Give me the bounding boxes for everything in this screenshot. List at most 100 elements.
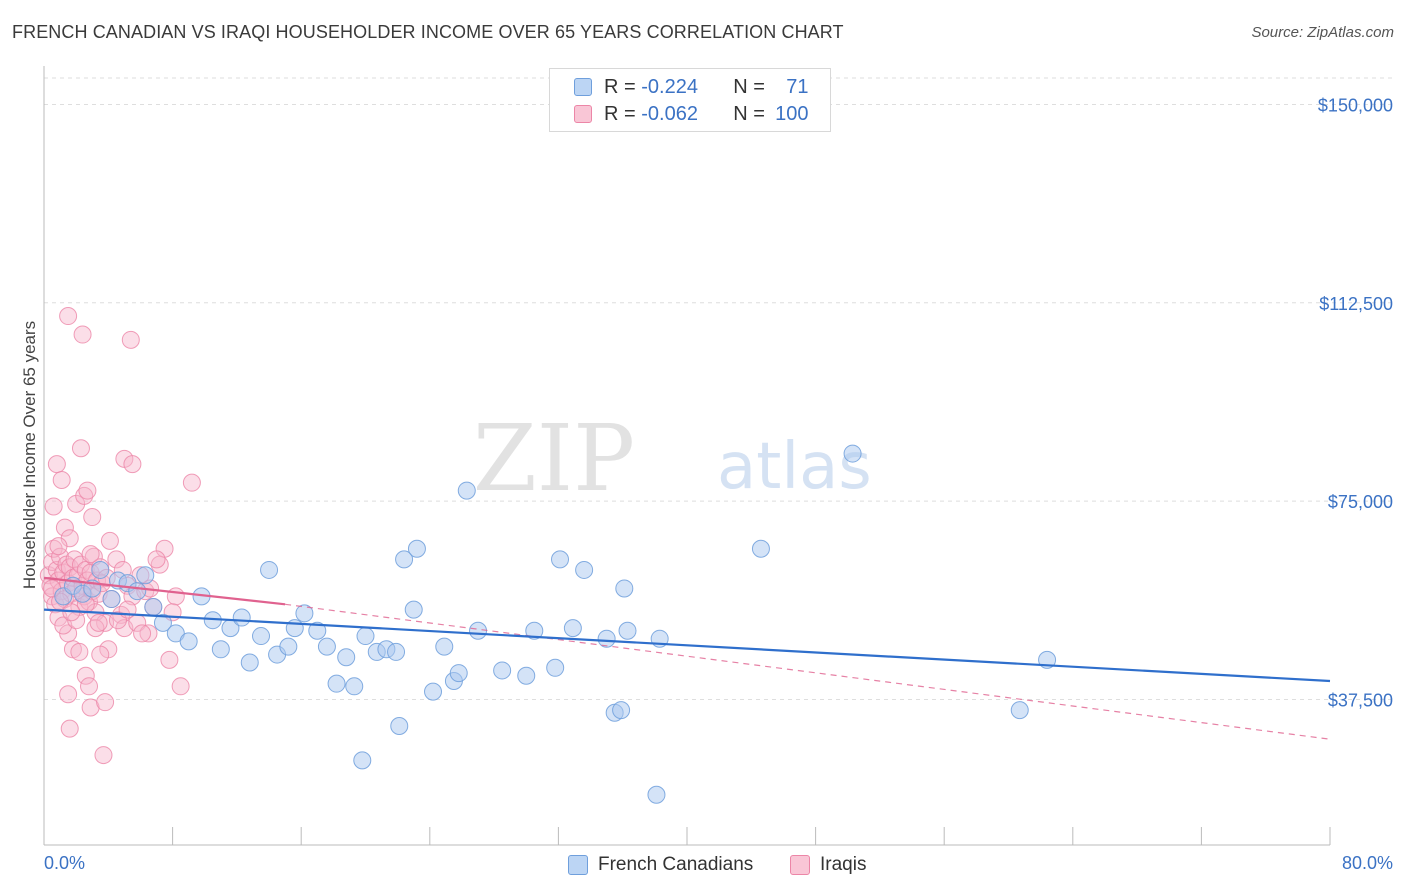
french-canadian-point	[102, 590, 121, 609]
french-canadian-point	[843, 444, 862, 463]
iraqi-point	[121, 330, 140, 349]
iraqi-trend-solid	[43, 576, 286, 606]
french-canadian-trend-line	[43, 608, 1331, 683]
french-canadian-point	[327, 674, 346, 693]
french-canadian-point	[91, 560, 110, 579]
iraqi-point	[94, 746, 113, 765]
watermark-zip: ZIP	[473, 405, 635, 512]
french-canadian-point	[295, 604, 314, 623]
legend-n-value: 100	[775, 102, 809, 125]
y-tick-label: $112,500	[1319, 294, 1393, 314]
iraqi-point	[107, 550, 126, 569]
iraqi-point	[83, 508, 102, 527]
french-canadian-point	[597, 629, 616, 648]
french-canadian-point	[517, 666, 536, 685]
french-canadian-point	[424, 682, 443, 701]
french-canadian-point	[144, 597, 163, 616]
x-tick-label-min: 0.0%	[44, 853, 85, 873]
iraqi-point	[76, 666, 95, 685]
french-canadian-point	[252, 627, 271, 646]
chart-title: FRENCH CANADIAN VS IRAQI HOUSEHOLDER INC…	[12, 22, 844, 42]
iraqi-point	[133, 624, 152, 643]
iraqi-point	[139, 624, 158, 643]
french-canadian-point	[128, 582, 147, 601]
french-canadian-point	[493, 661, 512, 680]
iraqi-point	[44, 497, 63, 516]
french-canadian-point	[345, 677, 364, 696]
french-canadian-point	[551, 550, 570, 569]
french-canadian-point	[279, 637, 298, 656]
french-canadian-point	[356, 627, 375, 646]
bottom-legend-french[interactable]: French Canadians	[568, 852, 753, 878]
y-tick-label: $75,000	[1328, 492, 1393, 512]
french-canadian-point	[387, 642, 406, 661]
iraqi-point	[70, 642, 89, 661]
french-canadian-point	[612, 701, 631, 720]
iraqi-point	[80, 677, 99, 696]
iraqi-point	[47, 455, 66, 474]
watermark-atlas: atlas	[717, 430, 872, 504]
y-tick-label: $37,500	[1328, 691, 1393, 711]
iraqi-point	[100, 531, 119, 550]
iraqi-point	[75, 486, 94, 505]
legend-swatch-french	[574, 78, 592, 96]
iraqi-point	[182, 473, 201, 492]
french-canadian-point	[211, 640, 230, 659]
points-layer	[39, 307, 1057, 804]
iraqi-point	[59, 307, 78, 326]
french-canadian-point	[457, 481, 476, 500]
french-canadian-point	[308, 621, 327, 640]
legend-row-iraqi: R = -0.062 N = 100	[550, 102, 809, 126]
iraqi-point	[81, 545, 100, 564]
french-canadian-point	[435, 637, 454, 656]
french-canadian-point	[575, 560, 594, 579]
french-canadian-point	[260, 560, 279, 579]
french-canadian-point	[615, 579, 634, 598]
bottom-legend-swatch-french	[568, 855, 588, 875]
iraqi-point	[86, 619, 105, 638]
iraqi-point	[78, 481, 97, 500]
legend-swatch-iraqi	[574, 105, 592, 123]
legend-row-french: R = -0.224 N = 71	[550, 75, 809, 99]
legend-r-label: R =	[604, 102, 642, 125]
iraqi-point	[73, 325, 92, 344]
french-canadian-point	[751, 539, 770, 558]
french-canadian-point	[353, 751, 372, 770]
french-canadian-point	[449, 664, 468, 683]
french-canadian-point	[153, 613, 172, 632]
french-canadian-point	[317, 637, 336, 656]
iraqi-point	[96, 693, 115, 712]
french-canadian-point	[136, 566, 155, 585]
iraqi-point	[160, 650, 179, 669]
legend-n-label: N =	[733, 102, 771, 125]
french-canadian-point	[618, 621, 637, 640]
y-tick-label: $150,000	[1318, 95, 1393, 115]
french-canadian-point	[546, 658, 565, 677]
iraqi-point	[71, 439, 90, 458]
bottom-legend-label-iraqi: Iraqis	[820, 854, 867, 875]
grid-layer	[44, 77, 1392, 701]
legend-n-value: 71	[786, 75, 809, 98]
iraqi-point	[123, 455, 142, 474]
legend-n-label: N =	[733, 75, 771, 98]
iraqi-point	[60, 719, 79, 738]
stats-legend: R = -0.224 N = 71 R = -0.062 N = 100	[549, 68, 831, 132]
french-canadian-point	[166, 624, 185, 643]
iraqi-point	[147, 550, 166, 569]
watermark: ZIP atlas	[473, 405, 872, 512]
french-canadian-point	[404, 600, 423, 619]
legend-r-value: -0.062	[641, 102, 698, 125]
iraqi-point	[91, 645, 110, 664]
iraqi-point	[52, 471, 71, 490]
bottom-legend-swatch-iraqi	[790, 855, 810, 875]
bottom-legend-iraqi[interactable]: Iraqis	[790, 852, 866, 878]
iraqi-point	[171, 677, 190, 696]
french-canadian-point	[240, 653, 259, 672]
french-canadian-point	[232, 608, 251, 627]
legend-r-label: R =	[604, 75, 642, 98]
french-canadian-point	[525, 621, 544, 640]
iraqi-point	[166, 587, 185, 606]
iraqi-point	[59, 685, 78, 704]
